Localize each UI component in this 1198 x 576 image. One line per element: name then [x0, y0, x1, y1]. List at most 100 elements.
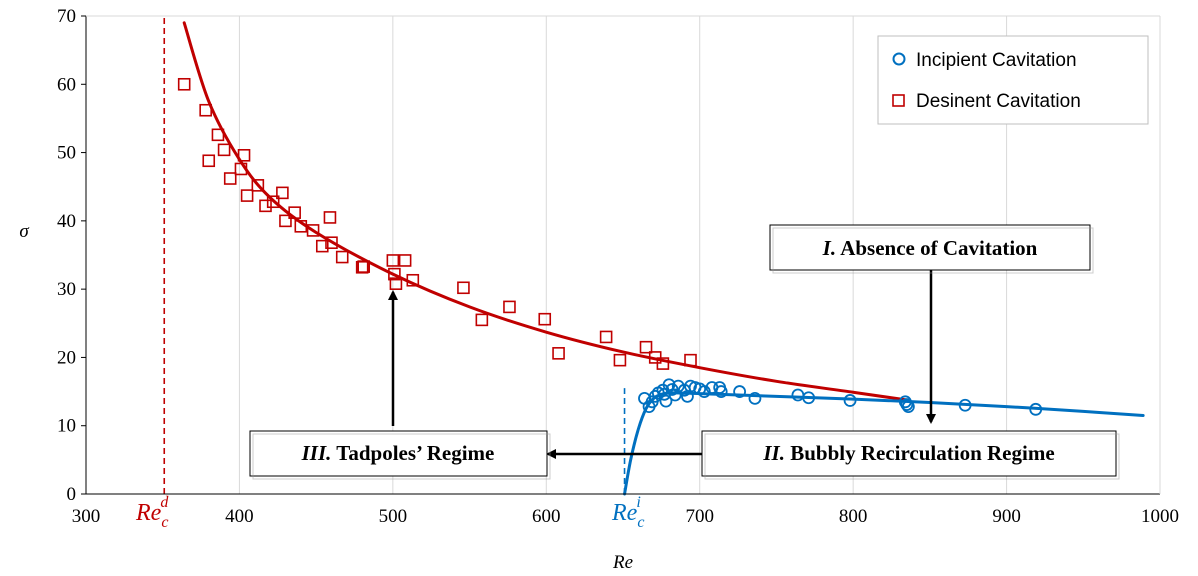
- point-incipient-24: [802, 391, 816, 405]
- point-incipient-25: [843, 394, 857, 407]
- x-tick-label-800: 800: [839, 506, 868, 527]
- critical-label-incipient: Reci: [611, 494, 644, 531]
- critical-label-incipient-sub: c: [637, 514, 644, 531]
- point-desinent-0: [177, 77, 191, 91]
- annotation-regime3-box: [249, 430, 548, 477]
- point-desinent-24: [388, 267, 401, 281]
- point-desinent-5: [223, 172, 237, 185]
- annotation-regime2-box: [701, 430, 1117, 477]
- point-desinent-19: [325, 236, 338, 250]
- x-tick-label-600: 600: [532, 506, 561, 527]
- y-tick-label-50: 50: [57, 143, 76, 164]
- annotation-regime1: I. Absence of Cavitation: [769, 224, 1094, 274]
- point-desinent-28: [457, 281, 470, 295]
- point-desinent-26: [398, 254, 412, 267]
- legend-marker-desinent: [892, 94, 905, 107]
- point-incipient-22: [748, 391, 762, 405]
- point-desinent-8: [240, 189, 254, 202]
- point-desinent-12: [276, 186, 289, 200]
- point-desinent-34: [613, 353, 627, 367]
- point-desinent-35: [639, 340, 653, 354]
- point-desinent-11: [266, 195, 280, 209]
- annotation-regime1-box: [769, 224, 1091, 271]
- tick-labels: 0 10 20 30 40 50 60 70 300 400 500 600 700 800 900 1000: [57, 6, 1179, 527]
- point-desinent-23: [386, 254, 400, 267]
- x-tick-label-900: 900: [992, 506, 1021, 527]
- annotation-regime3-label: Tadpoles’ Regime: [336, 441, 494, 465]
- point-desinent-17: [315, 239, 329, 253]
- point-desinent-38: [684, 353, 697, 367]
- critical-label-desinent: Recd: [135, 494, 169, 531]
- point-incipient-23: [791, 388, 805, 402]
- annotation-arrows: [388, 270, 936, 459]
- critical-label-desinent-sup: d: [160, 494, 169, 511]
- point-desinent-22: [357, 260, 371, 273]
- annotation-regime2-label: Bubbly Recirculation Regime: [790, 441, 1054, 465]
- y-tick-label-30: 30: [57, 279, 76, 300]
- annotation-regime3-text: III. Tadpoles’ Regime: [301, 441, 495, 465]
- legend-label-incipient: Incipient Cavitation: [916, 50, 1077, 71]
- annotation-regime1-numeral: I.: [822, 236, 836, 260]
- point-desinent-32: [552, 347, 565, 360]
- point-desinent-30: [503, 300, 516, 314]
- y-tick-label-40: 40: [57, 211, 76, 232]
- critical-label-desinent-base: Re: [135, 500, 162, 526]
- legend-box: [877, 35, 1149, 125]
- point-incipient-3: [648, 389, 662, 403]
- x-tick-label-500: 500: [379, 506, 408, 527]
- point-incipient-27: [900, 398, 914, 411]
- point-incipient-29: [958, 398, 972, 412]
- point-desinent-1: [199, 103, 212, 117]
- point-incipient-7: [659, 394, 673, 408]
- point-desinent-2: [202, 154, 216, 168]
- annotation-regime3-numeral: III.: [301, 441, 332, 465]
- point-desinent-4: [217, 143, 231, 157]
- annotation-regime2: II. Bubbly Recirculation Regime: [701, 430, 1120, 480]
- data-points: [177, 77, 1043, 416]
- point-incipient-28: [901, 400, 915, 413]
- point-desinent-10: [259, 199, 272, 213]
- x-tick-label-400: 400: [225, 506, 254, 527]
- y-tick-label-70: 70: [57, 6, 76, 27]
- point-desinent-15: [294, 220, 308, 233]
- critical-lines: [163, 16, 626, 494]
- point-desinent-3: [211, 128, 225, 142]
- x-tick-label-300: 300: [72, 506, 101, 527]
- annotation-regime2-numeral: II.: [762, 441, 785, 465]
- point-desinent-16: [306, 224, 320, 237]
- point-desinent-29: [475, 313, 489, 327]
- axes: [85, 15, 1161, 495]
- point-desinent-20: [335, 250, 349, 264]
- point-incipient-20: [714, 385, 728, 398]
- point-incipient-21: [733, 385, 747, 398]
- point-desinent-9: [251, 179, 265, 192]
- legend: Incipient Cavitation Desinent Cavitation: [877, 35, 1149, 125]
- critical-label-desinent-sub: c: [161, 514, 168, 531]
- point-desinent-33: [599, 330, 613, 344]
- critical-label-incipient-sup: i: [636, 494, 640, 511]
- annotation-regime3: III. Tadpoles’ Regime: [249, 430, 551, 480]
- annotation-regime1-text: I. Absence of Cavitation: [822, 236, 1038, 260]
- x-tick-label-1000: 1000: [1141, 506, 1179, 527]
- point-desinent-14: [288, 206, 301, 219]
- annotation-regime1-label: Absence of Cavitation: [840, 236, 1037, 260]
- y-tick-label-0: 0: [67, 484, 77, 505]
- point-desinent-25: [389, 277, 403, 290]
- fit-curve-0: [182, 21, 907, 402]
- x-tick-label-700: 700: [685, 506, 714, 527]
- legend-label-desinent: Desinent Cavitation: [916, 91, 1081, 112]
- legend-marker-incipient: [892, 52, 906, 66]
- point-desinent-18: [323, 211, 337, 224]
- point-desinent-27: [406, 273, 420, 287]
- point-desinent-37: [656, 357, 670, 370]
- x-axis-label: Re: [612, 552, 633, 573]
- y-tick-label-60: 60: [57, 74, 76, 95]
- y-tick-label-20: 20: [57, 347, 76, 368]
- y-axis-label: σ: [19, 221, 29, 242]
- annotation-regime2-text: II. Bubbly Recirculation Regime: [762, 441, 1054, 465]
- point-incipient-30: [1029, 402, 1043, 416]
- y-tick-label-10: 10: [57, 416, 76, 437]
- point-desinent-13: [279, 214, 292, 228]
- point-desinent-7: [237, 149, 251, 162]
